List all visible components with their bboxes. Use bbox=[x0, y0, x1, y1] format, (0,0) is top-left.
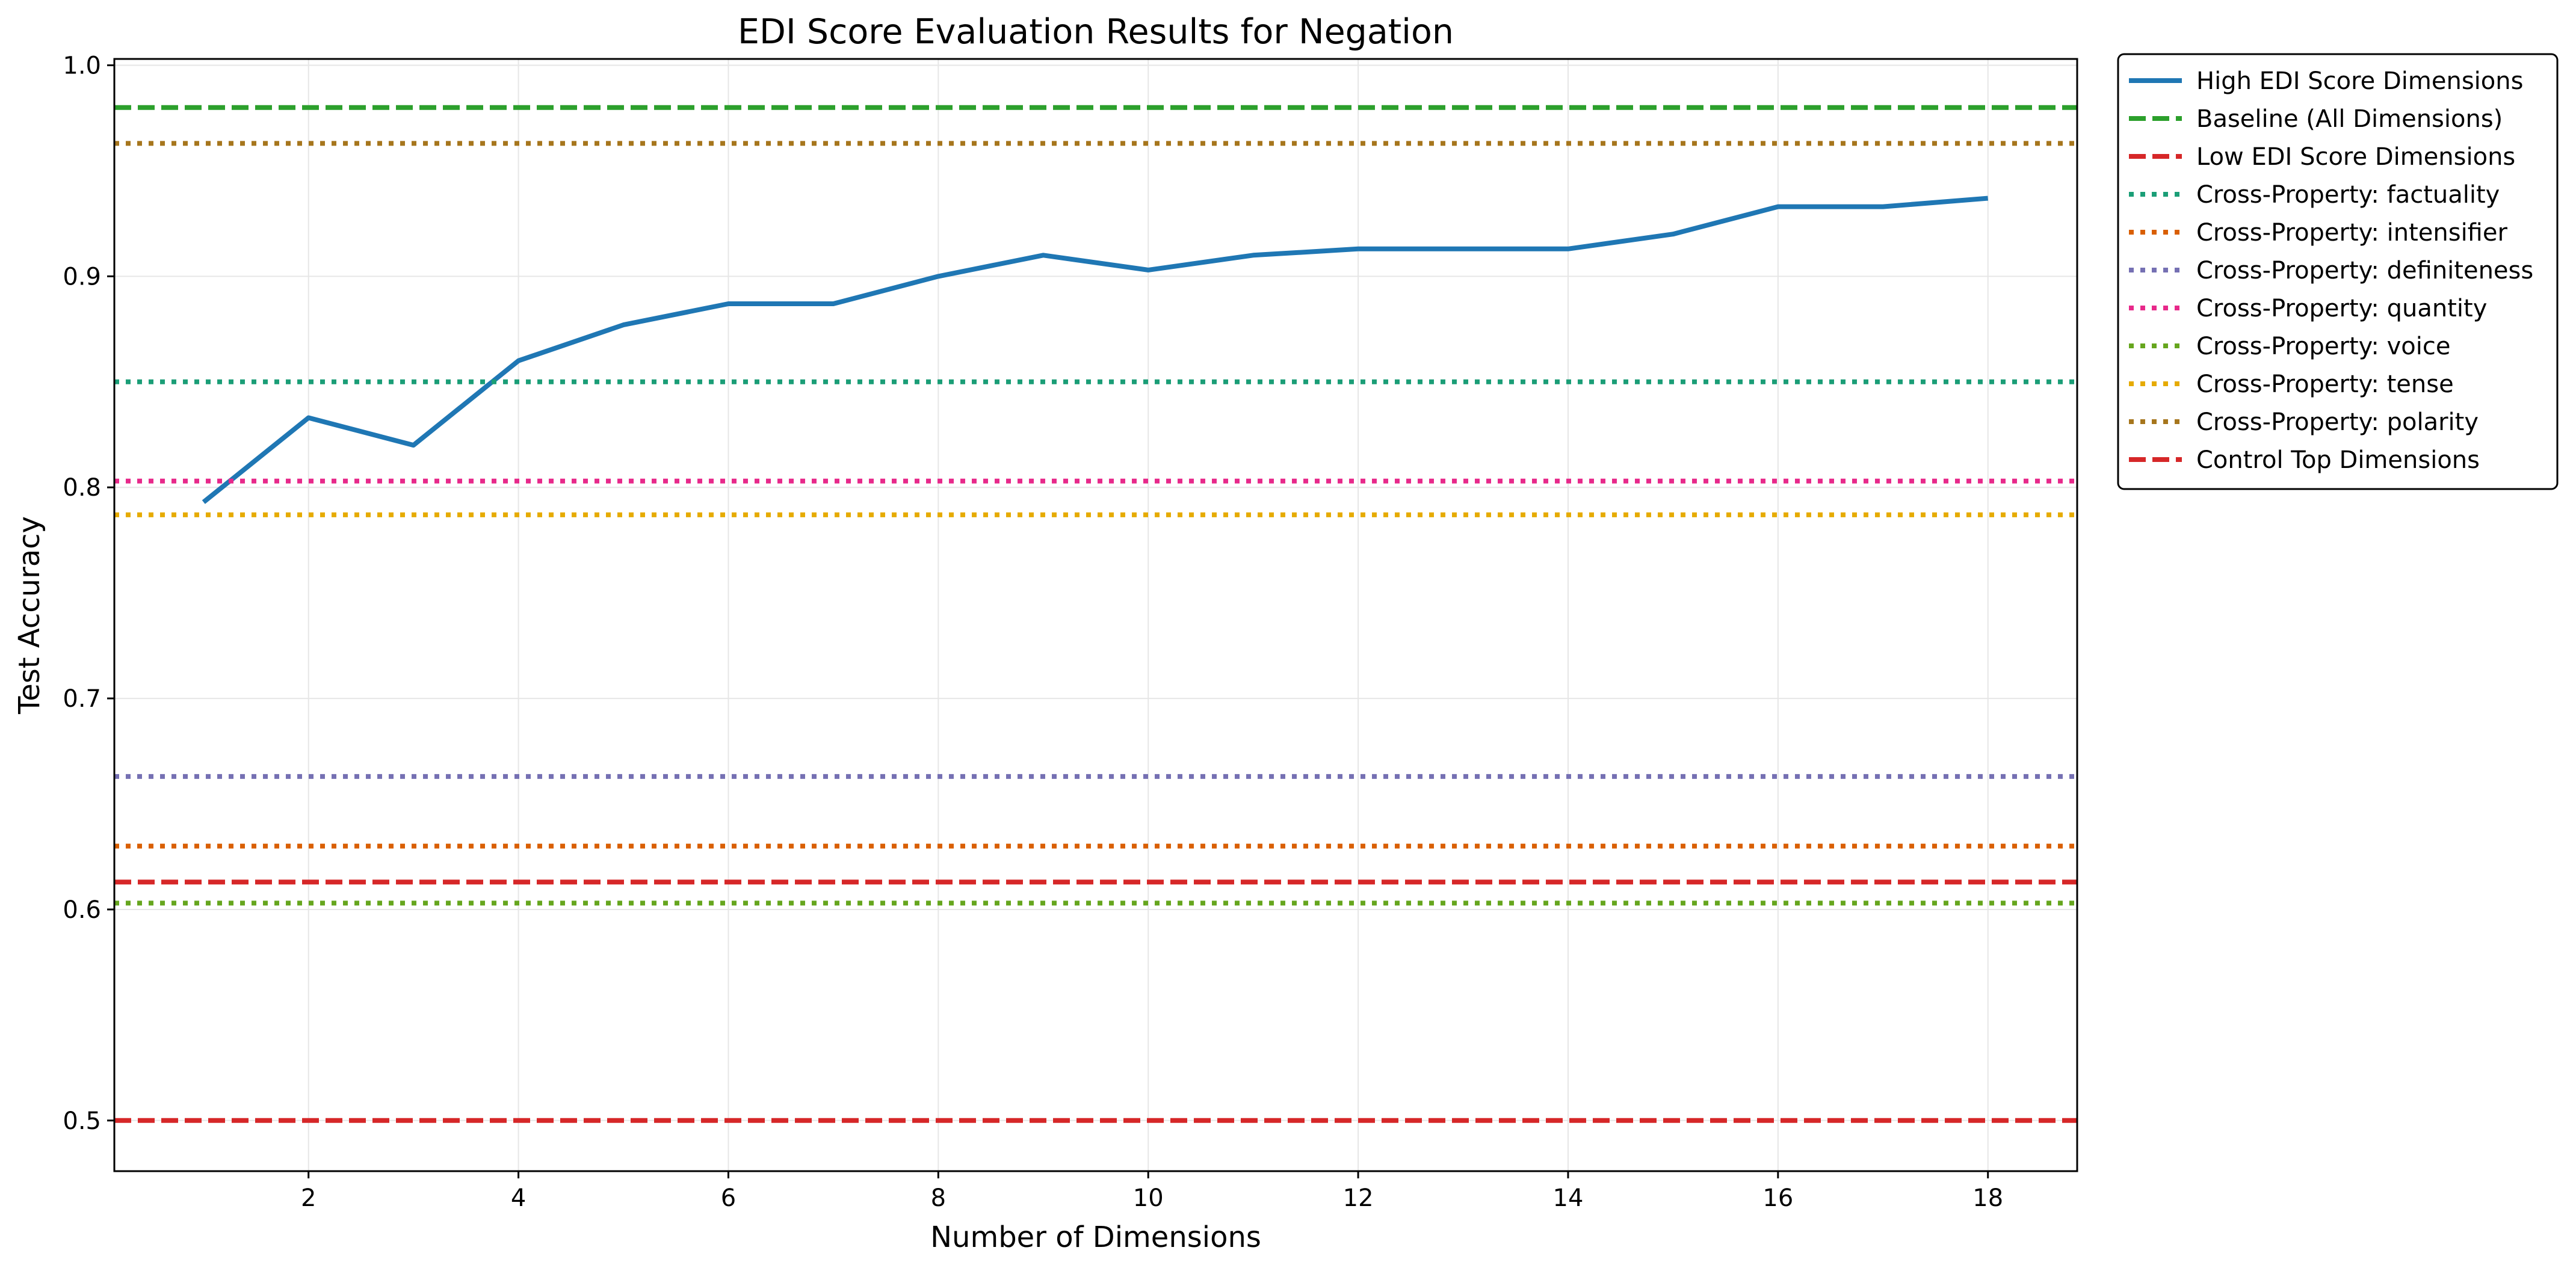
legend-label: Baseline (All Dimensions) bbox=[2196, 105, 2503, 133]
y-axis-label: Test Accuracy bbox=[13, 516, 46, 715]
x-tick-label: 6 bbox=[721, 1184, 736, 1212]
legend-label: Cross-Property: voice bbox=[2196, 333, 2450, 360]
legend-label: Cross-Property: factuality bbox=[2196, 181, 2500, 209]
x-tick-label: 2 bbox=[301, 1184, 316, 1212]
legend-label: Cross-Property: tense bbox=[2196, 371, 2454, 398]
x-tick-label: 16 bbox=[1762, 1184, 1793, 1212]
y-tick-label: 0.9 bbox=[63, 263, 101, 291]
x-tick-label: 8 bbox=[931, 1184, 946, 1212]
x-tick-label: 18 bbox=[1972, 1184, 2003, 1212]
series-line-high-edi-score-dimensions bbox=[202, 195, 1989, 504]
legend-label: Low EDI Score Dimensions bbox=[2196, 143, 2515, 171]
x-tick-label: 4 bbox=[511, 1184, 526, 1212]
y-tick-label: 0.8 bbox=[63, 474, 101, 502]
legend-label: Cross-Property: definiteness bbox=[2196, 257, 2533, 285]
legend-label: Cross-Property: quantity bbox=[2196, 295, 2487, 322]
y-tick-label: 0.6 bbox=[63, 896, 101, 924]
x-tick-label: 10 bbox=[1133, 1184, 1164, 1212]
plot-marks bbox=[114, 105, 2077, 1123]
x-tick-label: 12 bbox=[1343, 1184, 1374, 1212]
x-axis: 2 4 6 8 10 12 14 16 18 bbox=[301, 1171, 2003, 1212]
y-tick-label: 1.0 bbox=[63, 52, 101, 80]
legend-label: High EDI Score Dimensions bbox=[2196, 67, 2523, 95]
y-axis: 0.5 0.6 0.7 0.8 0.9 1.0 bbox=[63, 52, 114, 1135]
legend-label: Control Top Dimensions bbox=[2196, 446, 2480, 474]
legend: High EDI Score Dimensions Baseline (All D… bbox=[2117, 53, 2559, 490]
legend-label: Cross-Property: intensifier bbox=[2196, 219, 2507, 247]
plot-frame bbox=[113, 58, 2078, 1172]
chart-title: EDI Score Evaluation Results for Negatio… bbox=[738, 12, 1454, 52]
x-axis-label: Number of Dimensions bbox=[930, 1220, 1261, 1254]
y-tick-label: 0.5 bbox=[63, 1107, 101, 1135]
x-tick-label: 14 bbox=[1553, 1184, 1584, 1212]
y-tick-label: 0.7 bbox=[63, 685, 101, 713]
legend-label: Cross-Property: polarity bbox=[2196, 408, 2479, 436]
legend-box bbox=[2117, 53, 2559, 490]
